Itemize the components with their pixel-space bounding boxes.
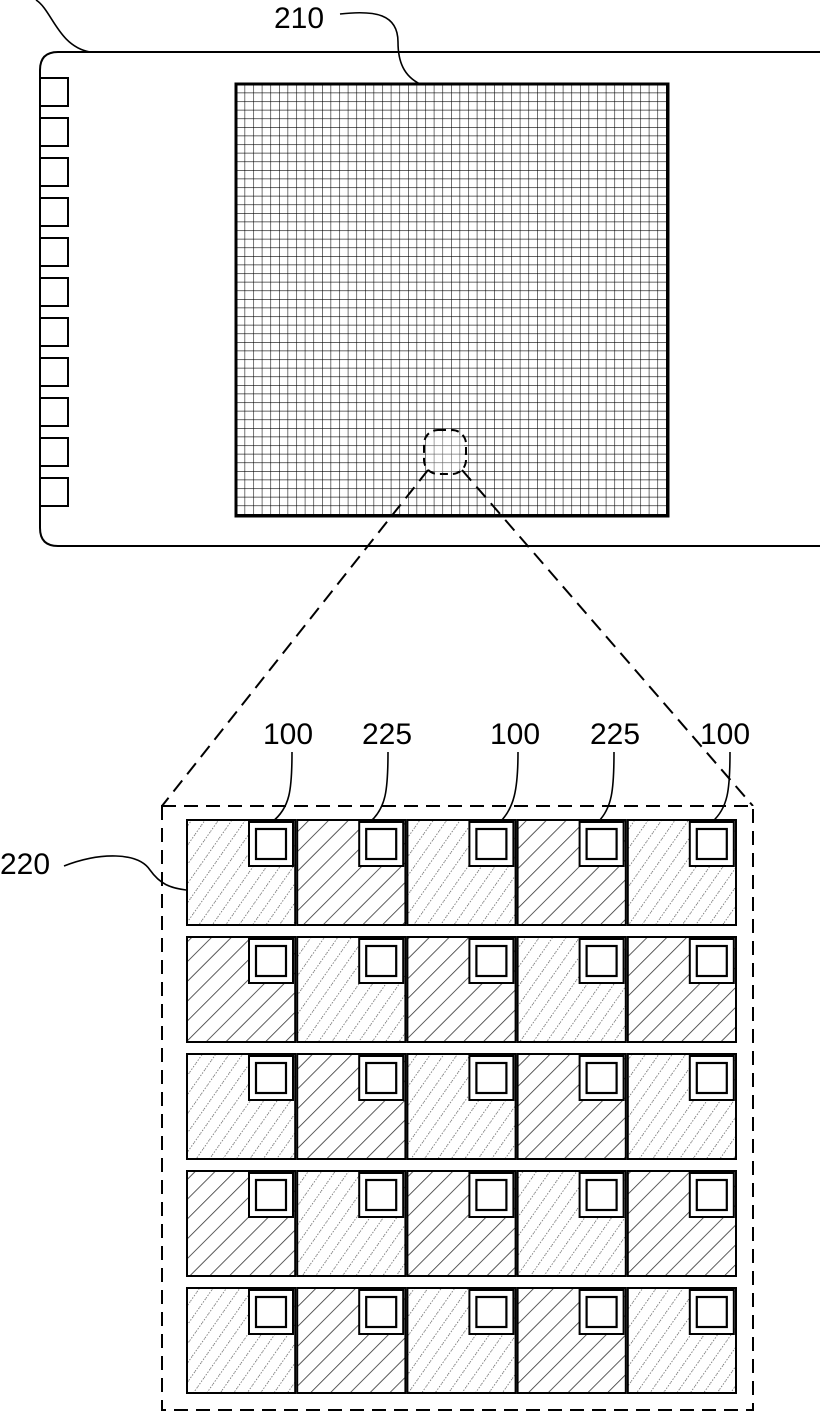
pixel-cell (518, 937, 626, 1042)
side-pad (40, 238, 68, 266)
side-pad (40, 78, 68, 106)
cell-pad (587, 946, 617, 976)
label-panel: 220 (0, 848, 50, 881)
pixel-cell (628, 1171, 736, 1276)
cell-pad (256, 1063, 286, 1093)
side-pad (40, 118, 68, 146)
cell-pad (366, 1063, 396, 1093)
pixel-cell (187, 1054, 295, 1159)
pixel-cell (187, 1288, 295, 1393)
pixel-cell (297, 937, 405, 1042)
cell-pad (366, 946, 396, 976)
substrate-leader-line (36, 0, 90, 52)
cell-pad (587, 1180, 617, 1210)
cell-pad (366, 829, 396, 859)
pixel-cell (407, 1288, 515, 1393)
cell-pad (697, 1180, 727, 1210)
pixel-cell (628, 937, 736, 1042)
cell-pad (697, 1297, 727, 1327)
cell-pad (366, 1180, 396, 1210)
cell-pad (476, 829, 506, 859)
cell-pad (587, 829, 617, 859)
cell-pad (697, 946, 727, 976)
pixel-cell (407, 937, 515, 1042)
label-cell-e: 100 (700, 718, 750, 751)
cell-pad (256, 1180, 286, 1210)
pixel-cell (518, 1171, 626, 1276)
pixel-cell (518, 820, 626, 925)
side-pad (40, 158, 68, 186)
cell-pad (587, 1063, 617, 1093)
cell-pad (256, 829, 286, 859)
cell-pad (587, 1297, 617, 1327)
side-pads (40, 78, 68, 506)
cell-pad (697, 829, 727, 859)
cell-pad (476, 1180, 506, 1210)
pixel-cell (187, 1171, 295, 1276)
pixel-cell (628, 1054, 736, 1159)
side-pad (40, 398, 68, 426)
side-pad (40, 198, 68, 226)
projection-line-right (462, 470, 753, 806)
pixel-cell (187, 820, 295, 925)
pixel-cell (297, 1171, 405, 1276)
cell-pad (476, 946, 506, 976)
cell-pad (697, 1063, 727, 1093)
side-pad (40, 438, 68, 466)
pixel-cell (407, 820, 515, 925)
cell-pad (256, 946, 286, 976)
label-cell-c: 100 (490, 718, 540, 751)
label-cell-b: 225 (362, 718, 412, 751)
pixel-cell (518, 1054, 626, 1159)
cell-pad (476, 1063, 506, 1093)
cell-pad (256, 1297, 286, 1327)
pixel-cell (628, 1288, 736, 1393)
array-leader-line (340, 13, 420, 84)
side-pad (40, 478, 68, 506)
cell-pad (476, 1297, 506, 1327)
pixel-cell (628, 820, 736, 925)
label-cell-a: 100 (263, 718, 313, 751)
label-cell-d: 225 (590, 718, 640, 751)
cell-pad (366, 1297, 396, 1327)
side-pad (40, 318, 68, 346)
pixel-cell (407, 1171, 515, 1276)
pixel-cell (187, 937, 295, 1042)
pixel-cell (297, 1054, 405, 1159)
pixel-cell (407, 1054, 515, 1159)
pixel-cell (297, 1288, 405, 1393)
side-pad (40, 278, 68, 306)
pixel-cell (518, 1288, 626, 1393)
side-pad (40, 358, 68, 386)
pixel-cell-grid (187, 820, 736, 1393)
label-array: 210 (274, 2, 324, 35)
pixel-cell (297, 820, 405, 925)
